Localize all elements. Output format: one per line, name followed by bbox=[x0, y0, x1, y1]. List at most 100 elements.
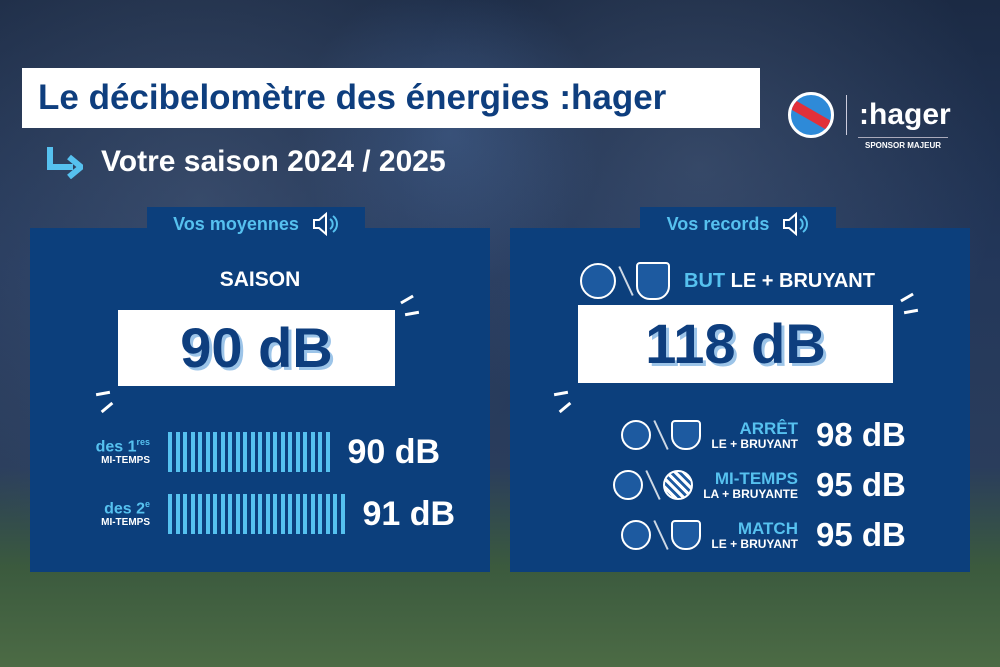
record-label: MATCH LE + BRUYANT bbox=[711, 518, 798, 551]
meter-bar bbox=[258, 494, 262, 534]
meter-bar bbox=[190, 432, 195, 472]
meter-bar bbox=[325, 494, 330, 534]
meter-bar bbox=[205, 432, 210, 472]
row-label: des 1res MI-TEMPS bbox=[40, 438, 150, 465]
tab-label: Vos records bbox=[666, 213, 770, 234]
meter-bar bbox=[273, 432, 277, 472]
tab-averages: Vos moyennes bbox=[147, 207, 365, 241]
record-value: 95 dB bbox=[816, 466, 906, 503]
half-sublabel: MI-TEMPS bbox=[101, 454, 150, 466]
montpellier-club-logo bbox=[663, 470, 694, 500]
meter-bar bbox=[273, 494, 277, 534]
half-label: des 2 bbox=[104, 500, 145, 518]
half-label: des 1 bbox=[95, 438, 137, 456]
meter-bar bbox=[235, 494, 240, 534]
decibel-meter bbox=[168, 432, 330, 472]
divider bbox=[846, 95, 847, 135]
meter-bar bbox=[265, 432, 270, 472]
meter-bar bbox=[168, 494, 172, 534]
meter-bar bbox=[213, 432, 217, 472]
meter-bar bbox=[295, 494, 300, 534]
goal-record-header: BUT LE + BRUYANT bbox=[580, 262, 875, 300]
meter-bar bbox=[280, 432, 285, 472]
logos: :hager bbox=[788, 92, 951, 138]
tab-label: Vos moyennes bbox=[173, 213, 299, 234]
season-subtitle: Votre saison 2024 / 2025 bbox=[45, 145, 446, 179]
record-subtitle: LE + BRUYANT bbox=[711, 536, 798, 551]
meter-bar bbox=[288, 432, 292, 472]
meter-bar bbox=[228, 432, 232, 472]
meter-bar bbox=[183, 494, 187, 534]
rcs-club-logo bbox=[580, 263, 616, 299]
meter-bar bbox=[295, 432, 300, 472]
record-value: 95 dB bbox=[816, 516, 906, 553]
meter-bar bbox=[205, 494, 210, 534]
record-label: MI-TEMPS LA + BRUYANTE bbox=[703, 468, 798, 501]
rc-strasbourg-logo bbox=[788, 92, 834, 138]
meter-bar bbox=[228, 494, 232, 534]
speaker-icon bbox=[312, 212, 338, 236]
rcs-club-logo bbox=[621, 420, 652, 450]
meter-bar bbox=[243, 432, 247, 472]
season-value: 90 dB bbox=[118, 310, 395, 386]
ordinal-sup: res bbox=[136, 437, 150, 448]
meter-bar bbox=[303, 432, 307, 472]
meter-bar bbox=[318, 432, 322, 472]
meter-bar bbox=[168, 432, 172, 472]
meter-bar bbox=[265, 494, 270, 534]
tab-records: Vos records bbox=[640, 207, 836, 241]
record-row: ARRÊT LE + BRUYANT 98 dB bbox=[621, 416, 916, 454]
half-sublabel: MI-TEMPS bbox=[101, 516, 150, 528]
meter-bar bbox=[243, 494, 247, 534]
vs-separator bbox=[653, 520, 670, 550]
record-label: ARRÊT LE + BRUYANT bbox=[711, 418, 798, 451]
meter-bar bbox=[258, 432, 262, 472]
row-label: des 2e MI-TEMPS bbox=[40, 500, 150, 527]
record-row: MATCH LE + BRUYANT 95 dB bbox=[621, 516, 916, 554]
meter-bar bbox=[325, 432, 330, 472]
meter-bar bbox=[175, 494, 180, 534]
vs-separator bbox=[618, 266, 634, 296]
speaker-icon bbox=[783, 212, 809, 236]
record-title: ARRÊT bbox=[739, 418, 798, 438]
decibel-meter bbox=[168, 494, 345, 534]
record-row: MI-TEMPS LA + BRUYANTE 95 dB bbox=[613, 466, 916, 504]
meter-bar bbox=[198, 494, 202, 534]
meter-bar bbox=[235, 432, 240, 472]
hager-logo: :hager bbox=[859, 98, 951, 131]
asse-club-logo bbox=[671, 420, 702, 450]
arrow-icon bbox=[47, 147, 83, 179]
meter-bar bbox=[220, 494, 225, 534]
meter-bar bbox=[220, 432, 225, 472]
record-subtitle: LE + BRUYANT bbox=[711, 436, 798, 451]
meter-bar bbox=[280, 494, 285, 534]
subtitle-text: Votre saison 2024 / 2025 bbox=[101, 145, 446, 178]
goal-record-value: 118 dB bbox=[578, 305, 893, 383]
rcs-club-logo bbox=[621, 520, 652, 550]
vs-separator bbox=[645, 470, 661, 500]
average-row: des 1res MI-TEMPS 90 dB bbox=[40, 432, 440, 472]
meter-bar bbox=[303, 494, 307, 534]
average-row: des 2e MI-TEMPS 91 dB bbox=[40, 494, 455, 534]
ordinal-sup: e bbox=[144, 499, 150, 510]
asse-club-logo bbox=[636, 262, 670, 300]
record-subtitle: LA + BRUYANTE bbox=[703, 486, 798, 501]
vs-separator bbox=[653, 420, 670, 450]
sponsor-label: SPONSOR MAJEUR bbox=[858, 137, 948, 150]
meter-bar bbox=[190, 494, 195, 534]
meter-bar bbox=[318, 494, 322, 534]
meter-bar bbox=[183, 432, 187, 472]
meter-bar bbox=[175, 432, 180, 472]
page-title: Le décibelomètre des énergies :hager bbox=[22, 68, 760, 128]
record-title: MI-TEMPS bbox=[714, 468, 798, 488]
meter-bar bbox=[310, 432, 315, 472]
record-value: 98 dB bbox=[816, 416, 906, 453]
record-title: MATCH bbox=[737, 518, 798, 538]
meter-bar bbox=[250, 494, 255, 534]
average-value: 91 dB bbox=[362, 494, 456, 533]
meter-bar bbox=[340, 494, 345, 534]
meter-bar bbox=[250, 432, 255, 472]
asse-club-logo bbox=[671, 520, 702, 550]
meter-bar bbox=[213, 494, 217, 534]
meter-bar bbox=[333, 494, 337, 534]
